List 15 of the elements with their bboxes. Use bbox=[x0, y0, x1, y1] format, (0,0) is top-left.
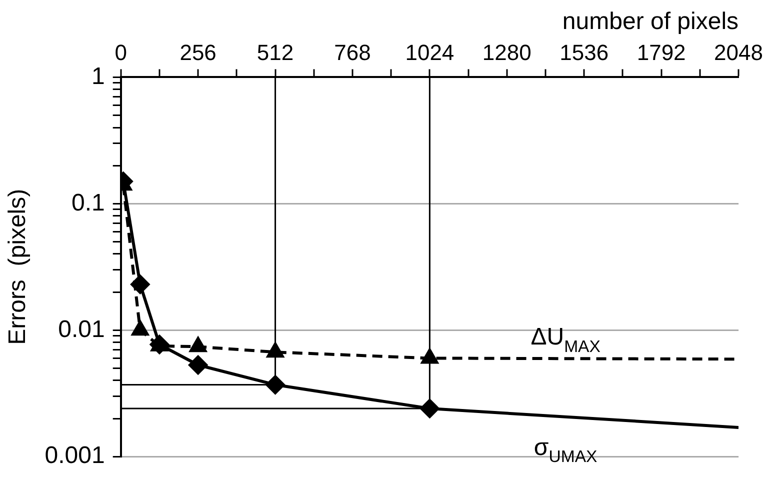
x-tick-label: 0 bbox=[114, 40, 127, 66]
x-tick-label: 768 bbox=[334, 40, 371, 66]
x-tick-label: 1792 bbox=[636, 40, 686, 66]
x-axis-title: number of pixels bbox=[562, 8, 739, 36]
x-tick-label: 256 bbox=[180, 40, 216, 66]
x-tick-label: 2048 bbox=[714, 40, 764, 66]
x-tick-label: 512 bbox=[256, 40, 294, 66]
y-tick-label: 0.01 bbox=[58, 316, 105, 343]
y-axis-title: Errors (pixels) bbox=[4, 188, 32, 345]
x-tick-label: 1280 bbox=[482, 40, 532, 66]
y-tick-label: 1 bbox=[92, 62, 105, 90]
x-tick-label: 1536 bbox=[560, 40, 609, 66]
y-tick-label: 0.1 bbox=[71, 189, 105, 216]
y-tick-label: 0.001 bbox=[44, 442, 105, 470]
x-tick-label: 1024 bbox=[405, 40, 454, 66]
